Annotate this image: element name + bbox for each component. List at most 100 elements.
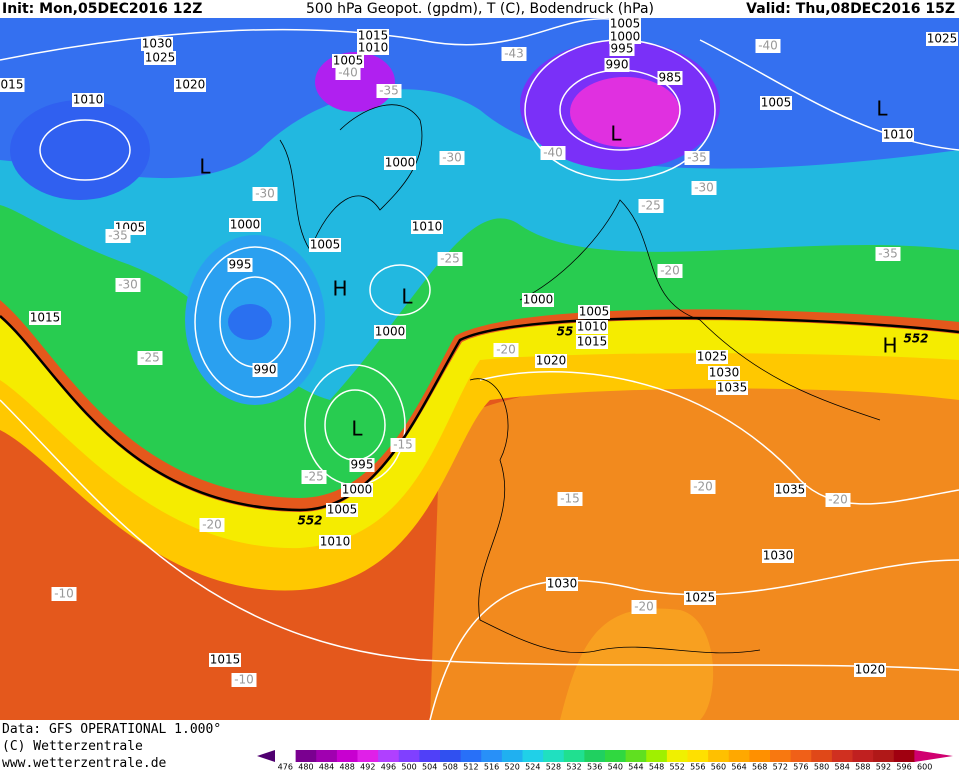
pressure-label: 015 [1,78,24,92]
pressure-label-box [332,54,364,68]
pressure-label: 1015 [358,29,389,43]
colorbar-label: 544 [628,763,643,770]
colorbar-swatch [749,750,771,762]
colorbar-swatch [378,750,400,762]
temperature-label: -40 [338,66,358,80]
colorbar-swatch [625,750,647,762]
temperature-label: -30 [118,278,138,292]
colorbar-swatch [666,750,688,762]
colorbar-swatch [522,750,544,762]
temperature-label: -25 [440,252,460,266]
colorbar-label: 504 [422,763,437,770]
pressure-label-box [708,366,740,380]
colorbar-label: 484 [319,763,334,770]
pressure-label-box [349,458,375,472]
pressure-label-box [657,71,683,85]
pressure-label: 1010 [577,320,608,334]
pressure-label: 1005 [310,238,341,252]
pressure-label-box [357,29,389,43]
colorbar-swatch [543,750,565,762]
pressure-label: 1015 [30,311,61,325]
temperature-label-box [335,66,361,80]
colorbar-swatch [893,750,915,762]
temperature-label: -35 [878,247,898,261]
temperature-label-box [115,278,141,292]
pressure-label: 1030 [142,37,173,51]
temperature-label: -20 [693,480,713,494]
temperature-label: -35 [108,229,128,243]
pressure-label-box [384,156,416,170]
temperature-label-box [638,199,664,213]
temperature-label: -15 [393,438,413,452]
colorbar-label: 588 [855,763,870,770]
colorbar-end [257,750,275,762]
pressure-label-box [535,354,567,368]
temperature-label: -10 [234,673,254,687]
pressure-label: 1010 [358,41,389,55]
pressure-label: 1005 [761,96,792,110]
colorbar-label: 596 [896,763,911,770]
temperature-label-box [755,39,781,53]
pressure-label: 995 [611,42,634,56]
pressure-label: 1005 [579,305,610,319]
pressure-label: 985 [659,71,682,85]
pressure-label-box [609,17,641,31]
pressure-label: 1000 [385,156,416,170]
temperature-label: -40 [758,39,778,53]
pressure-center: L [876,97,888,121]
pressure-label: 1005 [333,54,364,68]
pressure-label: 990 [254,363,277,377]
pressure-label: 1035 [775,483,806,497]
pressure-label: 1025 [697,350,728,364]
colorbar-swatch [605,750,627,762]
temperature-label-box [137,351,163,365]
field-blue [0,0,959,179]
colorbar-swatch [316,750,338,762]
temperature-label: -35 [379,84,399,98]
colorbar: 476 480 484 488 492 496 500 504 508 512 516 520 524 5… [257,750,953,770]
pressure-label: 1000 [230,218,261,232]
colorbar-swatch [398,750,420,762]
temperature-label-box [105,229,131,243]
pressure-label: 1010 [883,128,914,142]
colorbar-end [914,750,953,762]
colorbar-swatch [790,750,812,762]
colorbar-label: 556 [690,763,705,770]
pressure-label: 1030 [709,366,740,380]
colorbar-label: 572 [773,763,788,770]
temperature-label-box [691,181,717,195]
colorbar-label: 576 [793,763,808,770]
temperature-label-box [199,518,225,532]
colorbar-label: 540 [608,763,623,770]
temperature-label-box [825,493,851,507]
temperature-label: -25 [641,199,661,213]
colorbar-swatch [687,750,709,762]
pressure-label: 1025 [927,32,958,46]
map-labels: 1030102510201010015101510101005100510009… [0,17,958,687]
colorbar-label: 600 [917,763,932,770]
temperature-label-box [657,264,683,278]
field-552 [0,318,959,549]
temperature-label-box [301,470,327,484]
pressure-label-box [341,483,373,497]
temperature-label-box [501,47,527,61]
pressure-label-box [696,350,728,364]
colorbar-label: 548 [649,763,664,770]
colorbar-label: 580 [814,763,829,770]
temperature-label-box [690,480,716,494]
temperature-label-box [631,600,657,614]
pressure-label-box [0,78,25,92]
pressure-label-box [604,58,630,72]
colorbar-label: 488 [340,763,355,770]
coastlines [279,104,881,654]
map-title: 500 hPa Geopot. (gpdm), T (C), Bodendruc… [306,1,654,17]
contour-label: 552 [297,514,322,528]
temperature-label: -25 [140,351,160,365]
colorbar-label: 500 [401,763,416,770]
colorbar-swatch [419,750,441,762]
temperature-label: -20 [634,600,654,614]
colorbar-swatch [563,750,585,762]
colorbar-swatch [357,750,379,762]
colorbar-label: 528 [546,763,561,770]
temperature-label-box [875,247,901,261]
